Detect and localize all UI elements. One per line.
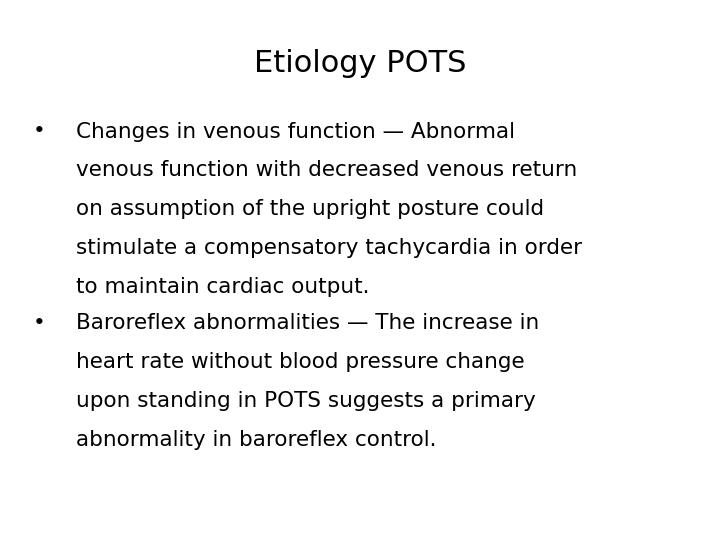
Text: abnormality in baroreflex control.: abnormality in baroreflex control. [76,430,436,450]
Text: Changes in venous function — Abnormal: Changes in venous function — Abnormal [76,122,515,141]
Text: heart rate without blood pressure change: heart rate without blood pressure change [76,352,524,372]
Text: •: • [33,122,46,141]
Text: Baroreflex abnormalities — The increase in: Baroreflex abnormalities — The increase … [76,313,539,333]
Text: venous function with decreased venous return: venous function with decreased venous re… [76,160,577,180]
Text: •: • [33,313,46,333]
Text: Etiology POTS: Etiology POTS [253,49,467,78]
Text: upon standing in POTS suggests a primary: upon standing in POTS suggests a primary [76,391,536,411]
Text: on assumption of the upright posture could: on assumption of the upright posture cou… [76,199,544,219]
Text: stimulate a compensatory tachycardia in order: stimulate a compensatory tachycardia in … [76,238,582,258]
Text: to maintain cardiac output.: to maintain cardiac output. [76,277,369,297]
